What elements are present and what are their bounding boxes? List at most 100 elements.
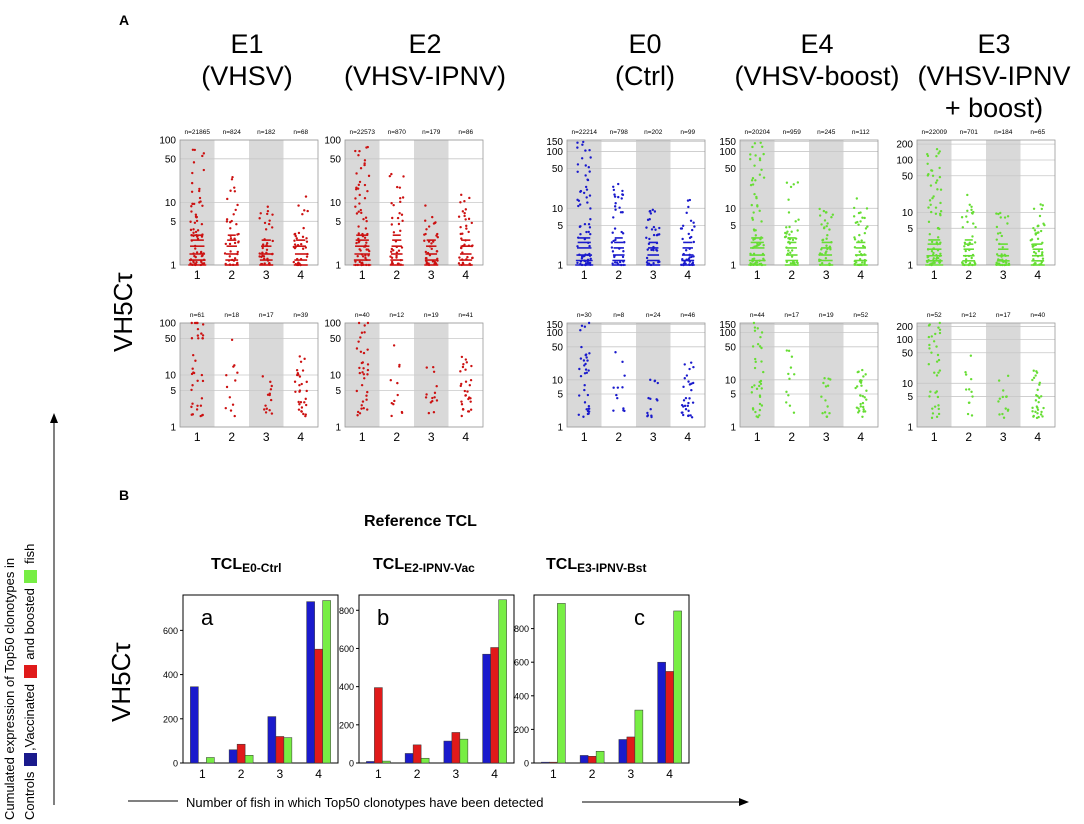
data-point	[262, 257, 266, 261]
data-point	[752, 211, 755, 214]
data-point	[270, 412, 274, 415]
data-point	[358, 180, 362, 184]
data-point	[927, 206, 930, 209]
data-point	[467, 244, 471, 247]
data-point	[224, 262, 227, 266]
data-point	[190, 405, 193, 409]
data-point	[589, 232, 592, 236]
y-tick-label: 100	[159, 136, 176, 147]
x-tick-label: 4	[297, 430, 304, 444]
data-point	[687, 409, 690, 413]
data-point	[366, 189, 369, 193]
x-tick-label: 3	[650, 430, 657, 444]
data-point	[787, 249, 790, 252]
y-tick-label: 10	[902, 208, 914, 219]
data-point	[790, 230, 793, 233]
data-point	[822, 209, 826, 213]
bar-controls	[190, 686, 199, 764]
data-point	[298, 384, 301, 387]
data-point	[232, 259, 236, 262]
y-tick-label: 100	[896, 155, 913, 166]
data-point	[682, 385, 685, 389]
data-point	[866, 225, 869, 228]
data-point	[366, 408, 369, 411]
data-point	[655, 241, 659, 245]
data-point	[267, 222, 271, 226]
y-tick-label: 5	[730, 390, 736, 401]
data-point	[425, 366, 428, 369]
y-tick-label: 50	[165, 154, 177, 165]
data-point	[200, 397, 204, 400]
data-point	[618, 247, 621, 250]
group-title-line2: (VHSV-IPNV	[917, 61, 1071, 91]
data-point	[751, 258, 754, 261]
data-point	[618, 260, 622, 264]
data-point	[681, 411, 684, 414]
data-point	[831, 213, 835, 216]
data-point	[305, 380, 308, 384]
data-point	[613, 195, 617, 198]
data-point	[1001, 395, 1005, 399]
data-point	[938, 254, 942, 258]
data-point	[579, 233, 582, 236]
data-point	[395, 185, 399, 189]
data-point	[646, 248, 649, 251]
data-point	[691, 401, 695, 404]
data-point	[692, 255, 695, 258]
n-label: n=17	[996, 312, 1011, 319]
data-point	[1001, 263, 1004, 267]
data-point	[785, 181, 789, 184]
data-point	[928, 263, 932, 266]
data-point	[692, 381, 695, 385]
data-point	[853, 260, 857, 263]
legend-vaccinated-swatch	[24, 665, 38, 679]
data-point	[788, 404, 792, 407]
data-point	[297, 231, 301, 235]
data-point	[751, 260, 754, 263]
data-point	[932, 257, 935, 260]
data-point	[195, 215, 199, 219]
bar-vaccinated	[451, 732, 461, 764]
data-point	[692, 240, 696, 244]
bar-boosted	[322, 600, 331, 764]
data-point	[999, 231, 1002, 235]
data-point	[236, 250, 239, 254]
data-point	[680, 263, 683, 267]
data-point	[297, 400, 300, 404]
data-point	[749, 262, 753, 266]
data-point	[649, 263, 653, 267]
data-point	[927, 324, 931, 327]
shaded-column	[917, 323, 952, 427]
y-tick-label: 5	[335, 386, 341, 397]
data-point	[963, 241, 967, 245]
data-point	[938, 260, 942, 264]
data-point	[756, 204, 759, 207]
data-point	[355, 212, 359, 215]
data-point	[656, 381, 659, 385]
x-caption: Number of fish in which Top50 clonotypes…	[186, 795, 544, 810]
data-point	[192, 161, 196, 164]
data-point	[587, 223, 591, 226]
data-point	[689, 414, 692, 417]
data-point	[863, 246, 866, 249]
data-point	[194, 359, 197, 362]
data-point	[937, 152, 940, 155]
data-point	[938, 212, 942, 216]
group-title-e1: E1 (VHSV)	[157, 28, 337, 92]
data-point	[828, 245, 832, 248]
data-point	[1036, 406, 1039, 409]
data-point	[787, 211, 791, 214]
data-point	[401, 219, 404, 223]
data-point	[794, 220, 797, 223]
data-point	[398, 186, 402, 189]
data-point	[579, 190, 582, 194]
data-point	[363, 163, 366, 167]
data-point	[830, 241, 833, 244]
data-point	[262, 255, 266, 258]
data-point	[468, 384, 471, 387]
data-point	[622, 260, 625, 263]
bar-charts: 0 200 400 600 1 2 3 4 a 0 200 400 600 800 1 2 3 4 b 0 200 400…	[163, 594, 690, 780]
data-point	[1036, 255, 1040, 258]
